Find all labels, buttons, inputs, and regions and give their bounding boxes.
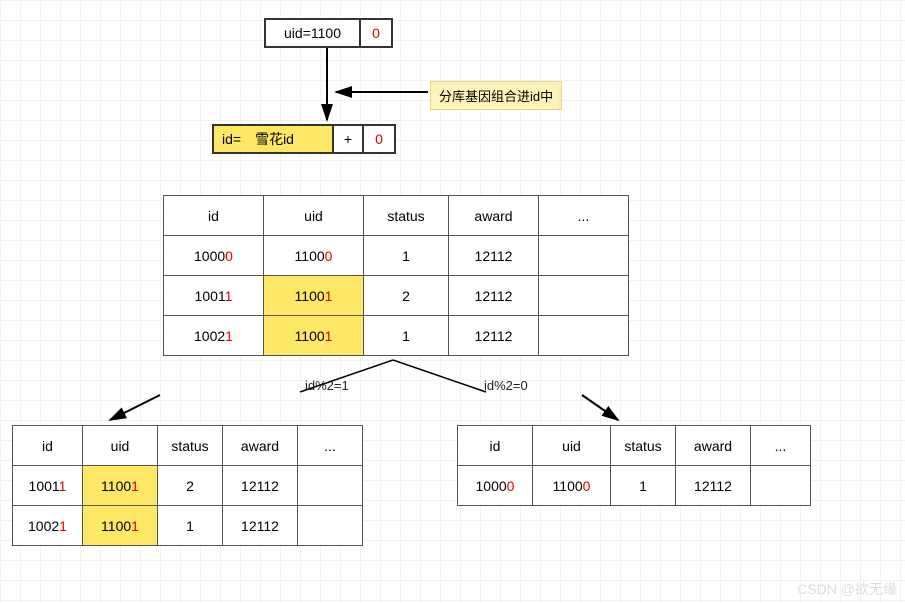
header-cell: id <box>164 196 264 236</box>
header-cell: ... <box>298 426 363 466</box>
cell-award: 12112 <box>223 466 298 506</box>
uid-label: uid=1100 <box>266 20 361 46</box>
cell-award: 12112 <box>449 316 539 356</box>
table-row: 1001111001212112 <box>164 276 629 316</box>
main-table: iduidstatusaward...100001100011211210011… <box>163 195 629 356</box>
left-table: iduidstatusaward...100111100121211210021… <box>12 425 363 546</box>
table-row: 1002111001112112 <box>13 506 363 546</box>
id-label: id= 雪花id <box>214 126 334 152</box>
cell-extra <box>751 466 811 506</box>
cell-award: 12112 <box>223 506 298 546</box>
table-row: 1001111001212112 <box>13 466 363 506</box>
id-plus: + <box>334 126 364 152</box>
cell-extra <box>539 316 629 356</box>
header-cell: ... <box>539 196 629 236</box>
cell-id: 10011 <box>164 276 264 316</box>
table-header: iduidstatusaward... <box>164 196 629 236</box>
cell-uid: 11001 <box>83 506 158 546</box>
cell-id: 10021 <box>13 506 83 546</box>
cell-status: 2 <box>364 276 449 316</box>
id-digit: 0 <box>364 126 394 152</box>
table-header: iduidstatusaward... <box>13 426 363 466</box>
table-row: 1002111001112112 <box>164 316 629 356</box>
callout: 分库基因组合进id中 <box>430 81 562 110</box>
split-label-right: id%2=0 <box>484 378 528 393</box>
header-cell: uid <box>533 426 611 466</box>
table-row: 1000011000112112 <box>164 236 629 276</box>
header-cell: status <box>158 426 223 466</box>
right-table: iduidstatusaward...1000011000112112 <box>457 425 811 506</box>
header-cell: award <box>449 196 539 236</box>
header-cell: ... <box>751 426 811 466</box>
header-cell: uid <box>83 426 158 466</box>
cell-extra <box>298 466 363 506</box>
cell-id: 10021 <box>164 316 264 356</box>
cell-uid: 11001 <box>264 276 364 316</box>
cell-uid: 11001 <box>83 466 158 506</box>
split-label-left: id%2=1 <box>305 378 349 393</box>
cell-id: 10000 <box>164 236 264 276</box>
table-row: 1000011000112112 <box>458 466 811 506</box>
cell-award: 12112 <box>676 466 751 506</box>
cell-status: 1 <box>611 466 676 506</box>
cell-status: 1 <box>158 506 223 546</box>
cell-award: 12112 <box>449 276 539 316</box>
cell-extra <box>539 276 629 316</box>
uid-box: uid=1100 0 <box>264 18 393 48</box>
cell-status: 1 <box>364 316 449 356</box>
cell-status: 2 <box>158 466 223 506</box>
header-cell: award <box>223 426 298 466</box>
header-cell: uid <box>264 196 364 236</box>
cell-status: 1 <box>364 236 449 276</box>
cell-uid: 11001 <box>264 316 364 356</box>
uid-digit: 0 <box>361 20 391 46</box>
header-cell: status <box>364 196 449 236</box>
cell-extra <box>298 506 363 546</box>
cell-uid: 11000 <box>264 236 364 276</box>
cell-id: 10000 <box>458 466 533 506</box>
watermark: CSDN @欲无缘 <box>797 579 897 599</box>
cell-id: 10011 <box>13 466 83 506</box>
cell-uid: 11000 <box>533 466 611 506</box>
id-box: id= 雪花id + 0 <box>212 124 396 154</box>
cell-award: 12112 <box>449 236 539 276</box>
cell-extra <box>539 236 629 276</box>
header-cell: status <box>611 426 676 466</box>
header-cell: award <box>676 426 751 466</box>
header-cell: id <box>13 426 83 466</box>
header-cell: id <box>458 426 533 466</box>
table-header: iduidstatusaward... <box>458 426 811 466</box>
